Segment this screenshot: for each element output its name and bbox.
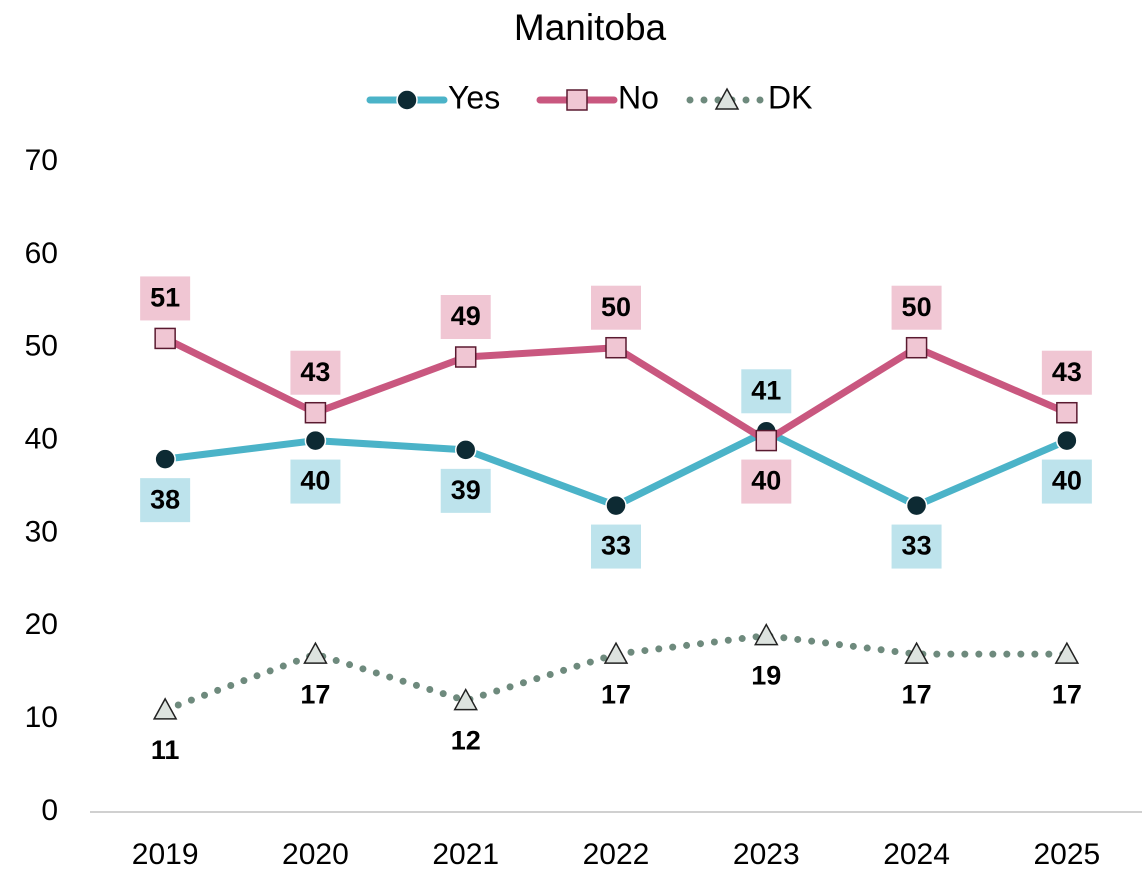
data-label: 17 bbox=[300, 679, 330, 709]
label-box bbox=[891, 285, 942, 330]
x-tick-label: 2022 bbox=[583, 838, 650, 871]
marker bbox=[905, 336, 928, 359]
legend-label: DK bbox=[768, 79, 812, 115]
y-tick-label: 30 bbox=[25, 515, 58, 548]
data-label: 43 bbox=[1052, 357, 1082, 387]
marker bbox=[605, 336, 627, 359]
x-tick-label: 2025 bbox=[1033, 838, 1100, 871]
y-tick-label: 60 bbox=[25, 237, 58, 270]
marker bbox=[605, 494, 627, 517]
legend-item: DK bbox=[686, 79, 812, 115]
marker bbox=[566, 89, 588, 111]
marker bbox=[905, 494, 928, 517]
marker bbox=[1054, 641, 1080, 664]
legend-item: Yes bbox=[366, 79, 500, 115]
data-label: 40 bbox=[300, 466, 330, 496]
y-tick-label: 20 bbox=[25, 608, 58, 641]
marker bbox=[303, 641, 328, 664]
chart-title: Manitoba bbox=[514, 7, 667, 48]
data-label: 17 bbox=[902, 679, 932, 709]
marker bbox=[1056, 429, 1078, 452]
label-box bbox=[591, 285, 641, 330]
x-tick-label: 2020 bbox=[282, 838, 349, 871]
label-box bbox=[891, 524, 942, 569]
marker bbox=[714, 87, 740, 110]
legend-label: No bbox=[618, 79, 659, 115]
data-label: 12 bbox=[451, 726, 481, 756]
data-label: 33 bbox=[601, 531, 631, 561]
label-box bbox=[290, 350, 341, 395]
legend-label: Yes bbox=[448, 79, 500, 115]
label-box bbox=[741, 369, 792, 414]
data-label: 41 bbox=[751, 375, 781, 405]
marker bbox=[304, 429, 327, 452]
label-box bbox=[591, 524, 641, 569]
data-label: 49 bbox=[451, 301, 481, 331]
marker bbox=[755, 429, 778, 452]
marker bbox=[904, 641, 929, 664]
marker bbox=[453, 688, 478, 711]
data-label: 50 bbox=[902, 292, 932, 322]
data-label: 50 bbox=[601, 292, 631, 322]
data-label: 17 bbox=[1052, 679, 1082, 709]
marker bbox=[396, 89, 418, 111]
x-tick-label: 2019 bbox=[132, 838, 199, 871]
y-tick-label: 50 bbox=[25, 330, 58, 363]
label-box bbox=[140, 276, 191, 321]
x-tick-label: 2023 bbox=[733, 838, 800, 871]
data-label: 40 bbox=[751, 466, 781, 496]
data-label: 11 bbox=[151, 735, 180, 765]
x-tick-label: 2021 bbox=[432, 838, 499, 871]
y-tick-label: 40 bbox=[25, 422, 58, 455]
marker bbox=[152, 697, 178, 720]
label-box bbox=[140, 478, 191, 523]
data-label: 33 bbox=[902, 531, 932, 561]
marker bbox=[454, 346, 477, 368]
x-tick-label: 2024 bbox=[883, 838, 950, 871]
marker bbox=[454, 439, 477, 461]
data-label: 43 bbox=[300, 357, 330, 387]
label-box bbox=[440, 295, 491, 339]
y-tick-label: 0 bbox=[41, 794, 58, 827]
marker bbox=[154, 448, 176, 470]
y-tick-label: 70 bbox=[25, 144, 58, 177]
data-label: 51 bbox=[150, 283, 180, 313]
data-label: 39 bbox=[451, 475, 481, 505]
data-label: 40 bbox=[1052, 466, 1082, 496]
marker bbox=[603, 641, 629, 664]
label-box bbox=[1041, 350, 1092, 395]
data-label: 38 bbox=[150, 484, 180, 514]
label-box bbox=[290, 459, 341, 504]
label-box bbox=[1041, 459, 1092, 504]
data-label: 17 bbox=[601, 679, 631, 709]
data-label: 19 bbox=[751, 661, 781, 691]
legend-item: No bbox=[536, 79, 659, 115]
y-tick-label: 10 bbox=[25, 701, 58, 734]
marker bbox=[304, 401, 327, 424]
label-box bbox=[741, 459, 792, 504]
marker bbox=[154, 327, 176, 350]
marker bbox=[1056, 401, 1078, 424]
label-box bbox=[440, 468, 491, 513]
marker bbox=[754, 623, 779, 646]
